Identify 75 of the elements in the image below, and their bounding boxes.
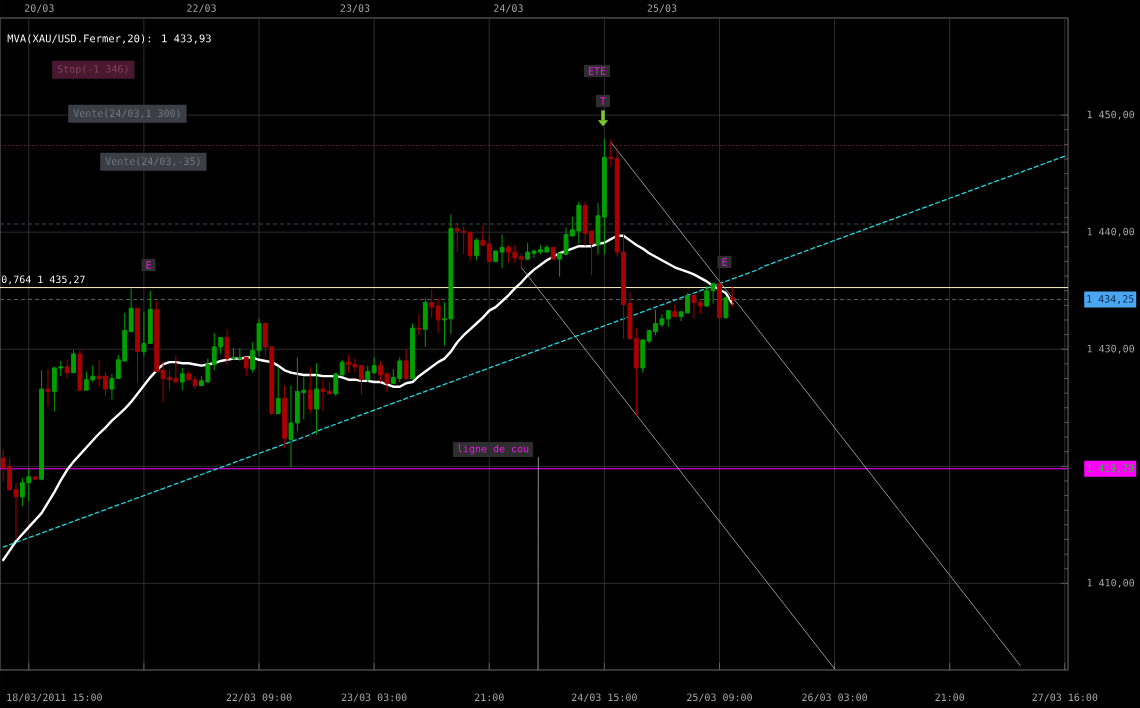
x-tick-label: 26/03 03:00 xyxy=(802,693,868,702)
candlestick xyxy=(691,292,697,320)
candlestick xyxy=(128,287,134,333)
candlestick xyxy=(429,289,435,319)
candlestick xyxy=(672,304,678,319)
candlestick xyxy=(135,307,140,383)
candlestick xyxy=(141,311,147,357)
x-tick-label: 23/03 03:00 xyxy=(341,693,407,702)
candlestick xyxy=(371,356,377,375)
x-tick-label: 21:00 xyxy=(474,693,504,702)
candlestick xyxy=(723,297,729,320)
candlestick xyxy=(704,285,710,308)
candlestick xyxy=(608,139,614,168)
candlestick xyxy=(282,385,288,449)
candlestick xyxy=(403,348,409,380)
candlestick xyxy=(339,359,345,376)
candlestick xyxy=(717,282,722,319)
candlestick xyxy=(697,299,703,315)
annotation: Vente(24/03,1 300) xyxy=(73,109,180,119)
text: 22/03 xyxy=(187,4,216,13)
annotation: ETE xyxy=(588,67,606,75)
candlestick xyxy=(243,356,249,377)
candlestick xyxy=(422,297,428,348)
text: 23/03 xyxy=(340,4,370,13)
candlestick xyxy=(314,362,319,436)
annotation: Stop(-1 346) xyxy=(57,64,128,75)
candlestick xyxy=(486,235,492,264)
candlestick xyxy=(147,290,153,344)
candlestick xyxy=(474,237,479,261)
annotation: T xyxy=(600,97,606,105)
candlestick xyxy=(64,359,70,380)
candlestick xyxy=(39,369,44,481)
text: 24/03 xyxy=(494,4,523,13)
candlestick xyxy=(109,373,115,401)
candlestick xyxy=(77,349,83,391)
candlestick xyxy=(32,476,38,480)
candlestick xyxy=(71,349,76,374)
ref-line-label: 1 434,25 xyxy=(1087,295,1134,304)
annotation: ligne de cou xyxy=(457,444,529,455)
candlestick xyxy=(333,372,339,397)
y-tick-label: 1 450,00 xyxy=(1087,110,1135,120)
candlestick xyxy=(665,310,671,328)
candlestick xyxy=(410,323,415,381)
candlestick xyxy=(365,365,371,383)
y-tick-label: 1 430,00 xyxy=(1087,344,1135,354)
candlestick xyxy=(710,282,716,305)
candlestick xyxy=(480,224,486,247)
x-tick-label: 18/03/2011 15:00 xyxy=(7,693,102,702)
x-tick-label: 22/03 09:00 xyxy=(226,693,292,702)
ref-line-label: 1 419,79 xyxy=(1087,464,1134,474)
annotation: E xyxy=(722,258,727,266)
x-tick-label: 24/03 15:00 xyxy=(572,693,637,702)
candlestick xyxy=(45,368,51,408)
candlestick xyxy=(729,286,735,308)
ref-line-label: 0,764 1 435,27 xyxy=(1,275,85,285)
candlestick xyxy=(640,339,646,374)
candlestick xyxy=(550,246,556,260)
candlestick xyxy=(179,367,185,391)
y-tick-label: 1 440,00 xyxy=(1087,227,1135,237)
x-tick-label: 25/03 09:00 xyxy=(687,693,752,702)
text: MVA(XAU/USD.Fermer,20): 1 433,93 xyxy=(7,34,211,44)
candlestick xyxy=(154,300,160,372)
candlestick xyxy=(275,366,281,415)
annotation: E xyxy=(146,261,151,269)
x-tick-label: 21:00 xyxy=(935,693,965,702)
candlestick xyxy=(518,252,524,269)
candlestick xyxy=(416,313,422,336)
x-tick-label: 27/03 16:00 xyxy=(1032,693,1098,702)
candlestick xyxy=(224,328,230,365)
text: 25/03 xyxy=(647,4,677,13)
candlestick xyxy=(307,366,313,415)
candlestick xyxy=(435,297,441,334)
text: 20/03 xyxy=(25,4,54,13)
annotation: Vente(24/03,-35) xyxy=(105,157,200,167)
y-tick-label: 1 410,00 xyxy=(1087,578,1135,588)
